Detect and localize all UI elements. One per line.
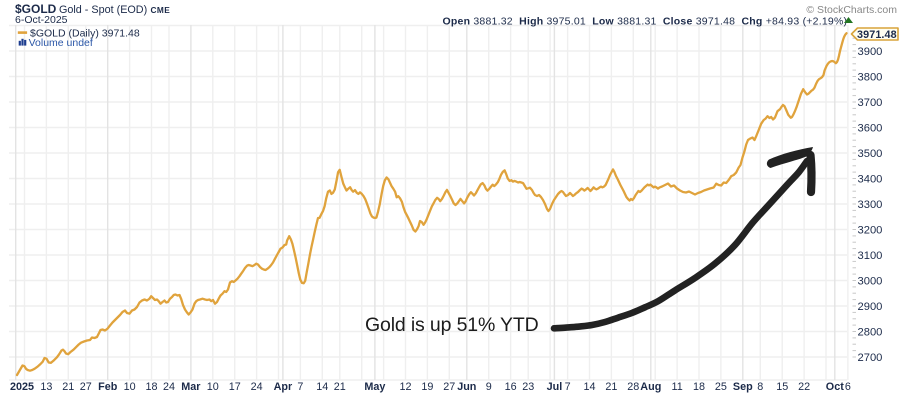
svg-text:2700: 2700 [858, 352, 883, 364]
svg-text:Aug: Aug [640, 381, 661, 393]
svg-text:13: 13 [40, 381, 52, 393]
svg-text:Volume undef: Volume undef [29, 37, 93, 49]
svg-text:Oct: Oct [826, 381, 844, 393]
svg-text:15: 15 [776, 381, 788, 393]
svg-text:$GOLD: $GOLD [15, 2, 57, 16]
svg-text:28: 28 [627, 381, 639, 393]
svg-text:3400: 3400 [858, 174, 883, 186]
svg-text:22: 22 [798, 381, 810, 393]
svg-text:9: 9 [486, 381, 492, 393]
svg-text:© StockCharts.com: © StockCharts.com [806, 4, 897, 16]
svg-text:25: 25 [715, 381, 727, 393]
svg-text:14: 14 [583, 381, 595, 393]
svg-text:3900: 3900 [858, 46, 883, 58]
svg-text:2900: 2900 [858, 301, 883, 313]
svg-text:Jul: Jul [547, 381, 563, 393]
svg-text:Jun: Jun [457, 381, 476, 393]
svg-text:3100: 3100 [858, 250, 883, 262]
svg-text:11: 11 [671, 381, 682, 393]
svg-text:10: 10 [124, 381, 136, 393]
svg-text:24: 24 [251, 381, 263, 393]
svg-text:18: 18 [145, 381, 157, 393]
svg-text:3800: 3800 [858, 72, 883, 84]
svg-text:2800: 2800 [858, 327, 883, 339]
svg-text:Sep: Sep [733, 381, 753, 393]
svg-text:10: 10 [207, 381, 219, 393]
svg-text:Mar: Mar [181, 381, 201, 393]
svg-text:3971.48: 3971.48 [857, 29, 897, 41]
svg-text:24: 24 [163, 381, 175, 393]
svg-text:3200: 3200 [858, 225, 883, 237]
svg-text:21: 21 [62, 381, 74, 393]
svg-text:27: 27 [443, 381, 455, 393]
svg-text:8: 8 [757, 381, 763, 393]
svg-text:14: 14 [316, 381, 328, 393]
svg-text:21: 21 [605, 381, 617, 393]
svg-text:Gold is up 51% YTD: Gold is up 51% YTD [365, 314, 539, 336]
svg-text:3600: 3600 [858, 123, 883, 135]
svg-text:27: 27 [80, 381, 92, 393]
svg-text:19: 19 [421, 381, 433, 393]
svg-text:Open 3881.32 High 3975.01 Lo: Open 3881.32 High 3975.01 Low 3881.31 Cl… [443, 16, 848, 28]
svg-text:17: 17 [229, 381, 241, 393]
svg-text:3300: 3300 [858, 199, 883, 211]
svg-text:$GOLD (Daily) 3971.48: $GOLD (Daily) 3971.48 [30, 28, 140, 40]
svg-text:18: 18 [693, 381, 705, 393]
svg-text:23: 23 [522, 381, 534, 393]
svg-text:Gold - Spot (EOD): Gold - Spot (EOD) [59, 4, 147, 16]
svg-text:Apr: Apr [274, 381, 293, 393]
svg-text:12: 12 [399, 381, 411, 393]
svg-text:16: 16 [505, 381, 517, 393]
svg-text:CME: CME [151, 5, 171, 15]
svg-text:3000: 3000 [858, 276, 883, 288]
svg-text:6-Oct-2025: 6-Oct-2025 [15, 14, 68, 26]
svg-text:2025: 2025 [10, 381, 34, 393]
svg-text:21: 21 [334, 381, 346, 393]
svg-text:3500: 3500 [858, 148, 883, 160]
svg-text:6: 6 [845, 381, 851, 393]
svg-text:3700: 3700 [858, 97, 883, 109]
svg-text:7: 7 [565, 381, 571, 393]
svg-text:Feb: Feb [98, 381, 118, 393]
svg-text:May: May [364, 381, 385, 393]
svg-text:7: 7 [297, 381, 303, 393]
